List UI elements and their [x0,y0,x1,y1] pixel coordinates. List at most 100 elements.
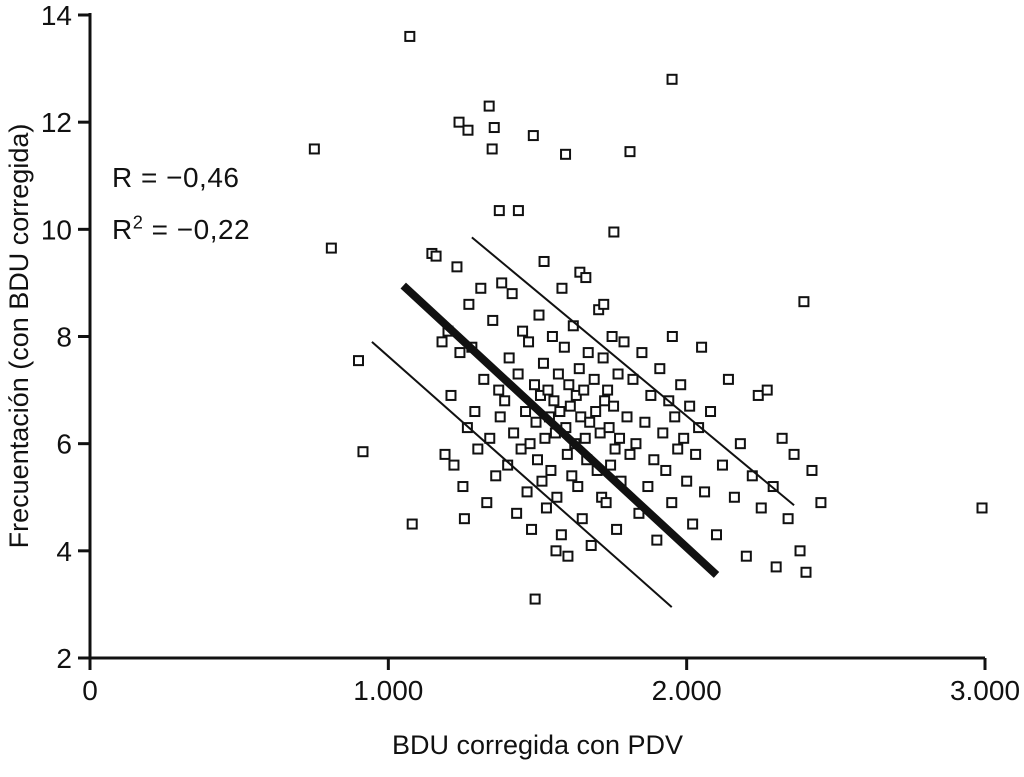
r-value: R = −0,46 [112,162,240,193]
scatter-point [690,448,702,460]
confidence-line [471,236,795,507]
scatter-point [563,379,575,391]
scatter-point [599,395,611,407]
superscript-2: 2 [132,212,144,233]
scatter-point [705,406,717,418]
scatter-point [520,406,532,418]
scatter-point [600,497,612,509]
y-tick-label: 10 [41,214,72,245]
scatter-point [752,389,764,401]
scatter-point [483,100,495,112]
scatter-point [684,400,696,412]
scatter-point [478,373,490,385]
scatter-point [699,486,711,498]
scatter-point [548,395,560,407]
scatter-point [530,416,542,428]
scatter-point [458,513,470,525]
scatter-point [556,282,568,294]
scatter-point [578,384,590,396]
scatter-point [512,368,524,380]
scatter-point [630,438,642,450]
scatter-point [506,288,518,300]
scatter-point [527,130,539,142]
scatter-point [550,545,562,557]
scatter-point [353,355,364,367]
scatter-point [660,464,672,476]
scatter-point [523,336,535,348]
scatter-point [618,336,630,348]
scatter-point [666,331,678,342]
scatter-point [521,486,533,498]
scatter-point [776,432,788,444]
scatter-point [800,566,812,578]
scatter-point [404,30,416,42]
scatter-point [598,298,610,310]
scatter-point [696,341,708,353]
y-tick-label: 14 [41,0,72,31]
scatter-point [678,432,690,444]
scatter-point [711,529,722,541]
scatter-point [493,384,505,396]
scatter-point [582,347,594,359]
scatter-point [609,443,621,455]
regression-line [400,282,720,578]
scatter-point [666,73,678,85]
scatter-point [555,529,567,541]
y-tick-label: 8 [56,322,72,353]
scatter-point [561,448,573,460]
x-tick-label: 3.000 [950,675,1020,706]
scatter-point [611,523,623,535]
scatter-point [357,446,369,458]
r-squared-value: R2 = −0,22 [112,212,251,245]
scatter-point [558,341,570,353]
y-tick-label: 4 [56,536,72,567]
scatter-point [693,422,705,434]
x-axis-title: BDU corregida con PDV [391,730,684,760]
scatter-point [603,422,615,434]
scatter-point [481,497,493,509]
scatter-point [554,406,566,418]
scatter-point [594,427,606,439]
scatter-point [430,250,442,262]
scatter-point [517,325,529,337]
scatter-point [794,545,806,557]
scatter-point [606,331,618,342]
scatter-point [463,298,475,310]
scatter-point [716,459,728,471]
scatter-point [602,384,614,396]
x-tick-label: 1.000 [353,675,423,706]
scatter-point [511,507,523,519]
scatter-point [536,475,548,487]
scatter-point [493,205,505,217]
scatter-point [806,464,818,476]
scatter-point [494,411,506,423]
scatter-point [608,226,620,238]
scatter-point [580,272,592,284]
scatter-point [508,427,520,439]
y-tick-label: 6 [56,429,72,460]
scatter-point [621,411,633,423]
scatter-point [526,523,538,535]
scatter-point [529,593,541,605]
y-tick-label: 12 [41,107,72,138]
x-tick-label: 0 [82,675,98,706]
scatter-point [627,373,639,385]
scatter-point [532,454,543,466]
scatter-point [798,296,810,308]
scatter-point [551,491,563,503]
scatter-point [976,502,988,514]
scatter-point [552,368,564,380]
scatter-point [538,255,550,267]
scatter-point [782,513,794,525]
scatter-point [734,438,746,450]
scatter-point [503,352,515,364]
scatter-point [585,539,597,551]
scatter-point [722,373,734,385]
scatter-point [576,513,588,525]
scatter-point [533,309,545,321]
scatter-point [572,481,584,493]
scatter-point [496,277,508,289]
scatter-point [451,261,463,273]
scatter-point [788,448,800,460]
